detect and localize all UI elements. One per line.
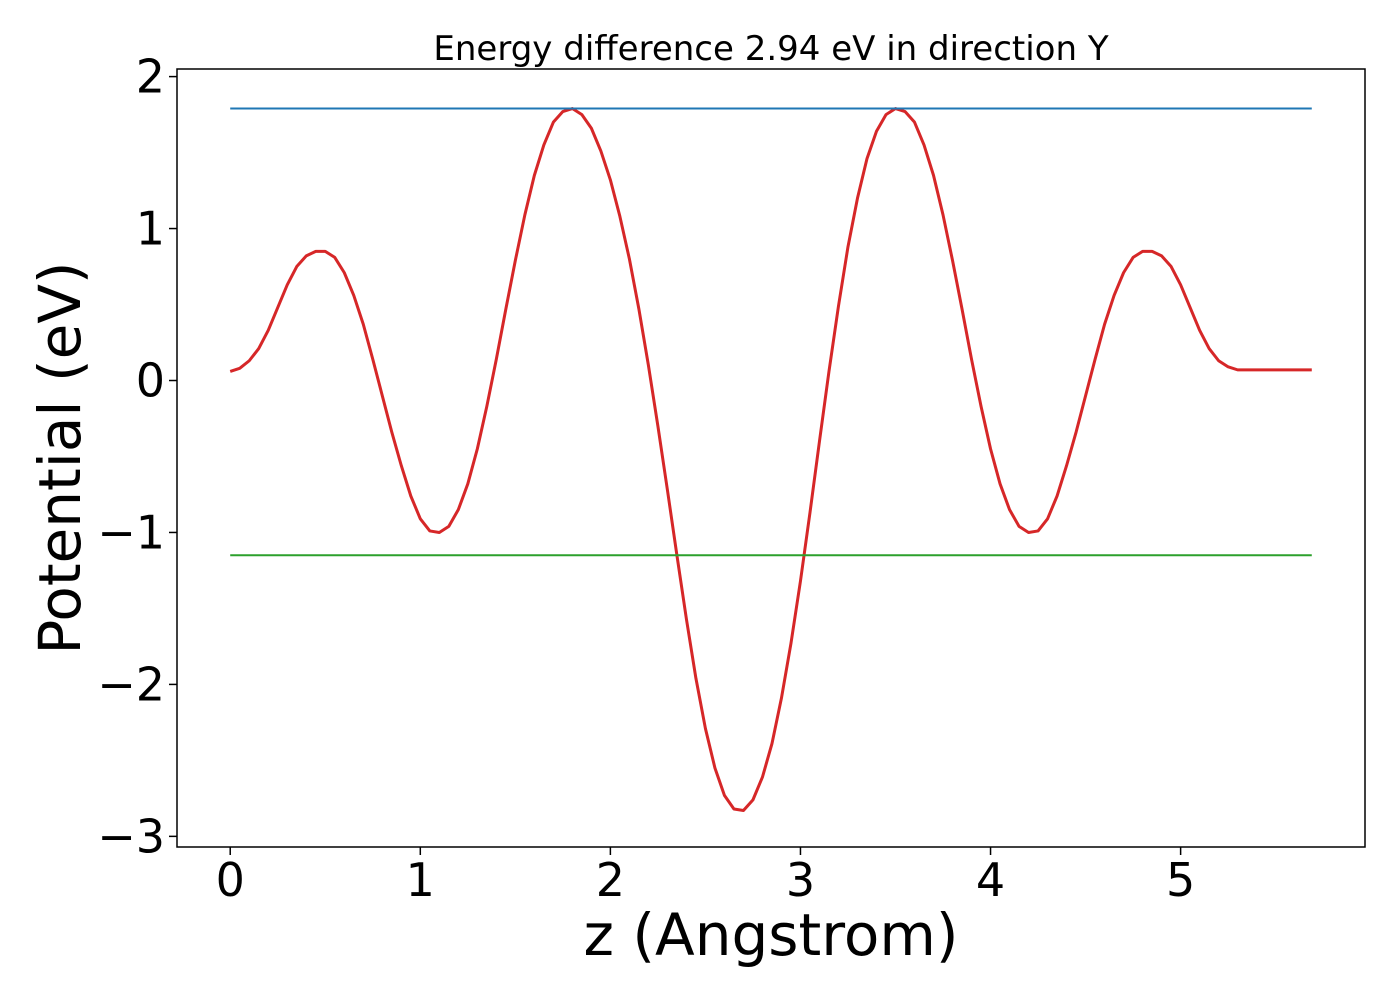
y-tick-label: 2: [136, 50, 165, 104]
x-tick-label: 2: [596, 853, 625, 907]
x-axis-label: z (Angstrom): [584, 901, 959, 969]
y-axis: −3 −2 −1 0 1 2: [97, 50, 177, 863]
y-tick-label: −2: [97, 657, 165, 711]
y-tick-label: −1: [97, 505, 165, 559]
y-tick-label: −3: [97, 809, 165, 863]
x-tick-label: 3: [786, 853, 815, 907]
x-tick-label: 4: [976, 853, 1005, 907]
x-axis: 0 1 2 3 4 5: [216, 847, 1195, 907]
x-tick-label: 0: [216, 853, 245, 907]
x-tick-label: 5: [1166, 853, 1195, 907]
axes-frame: [176, 68, 1366, 848]
potential-line: [229, 107, 1312, 813]
y-axis-label: Potential (eV): [26, 261, 94, 654]
y-tick-label: 1: [136, 202, 165, 256]
chart-title: Energy difference 2.94 eV in direction Y: [433, 29, 1108, 69]
x-tick-label: 1: [406, 853, 435, 907]
y-tick-label: 0: [136, 354, 165, 408]
plot-area: [229, 107, 1312, 813]
